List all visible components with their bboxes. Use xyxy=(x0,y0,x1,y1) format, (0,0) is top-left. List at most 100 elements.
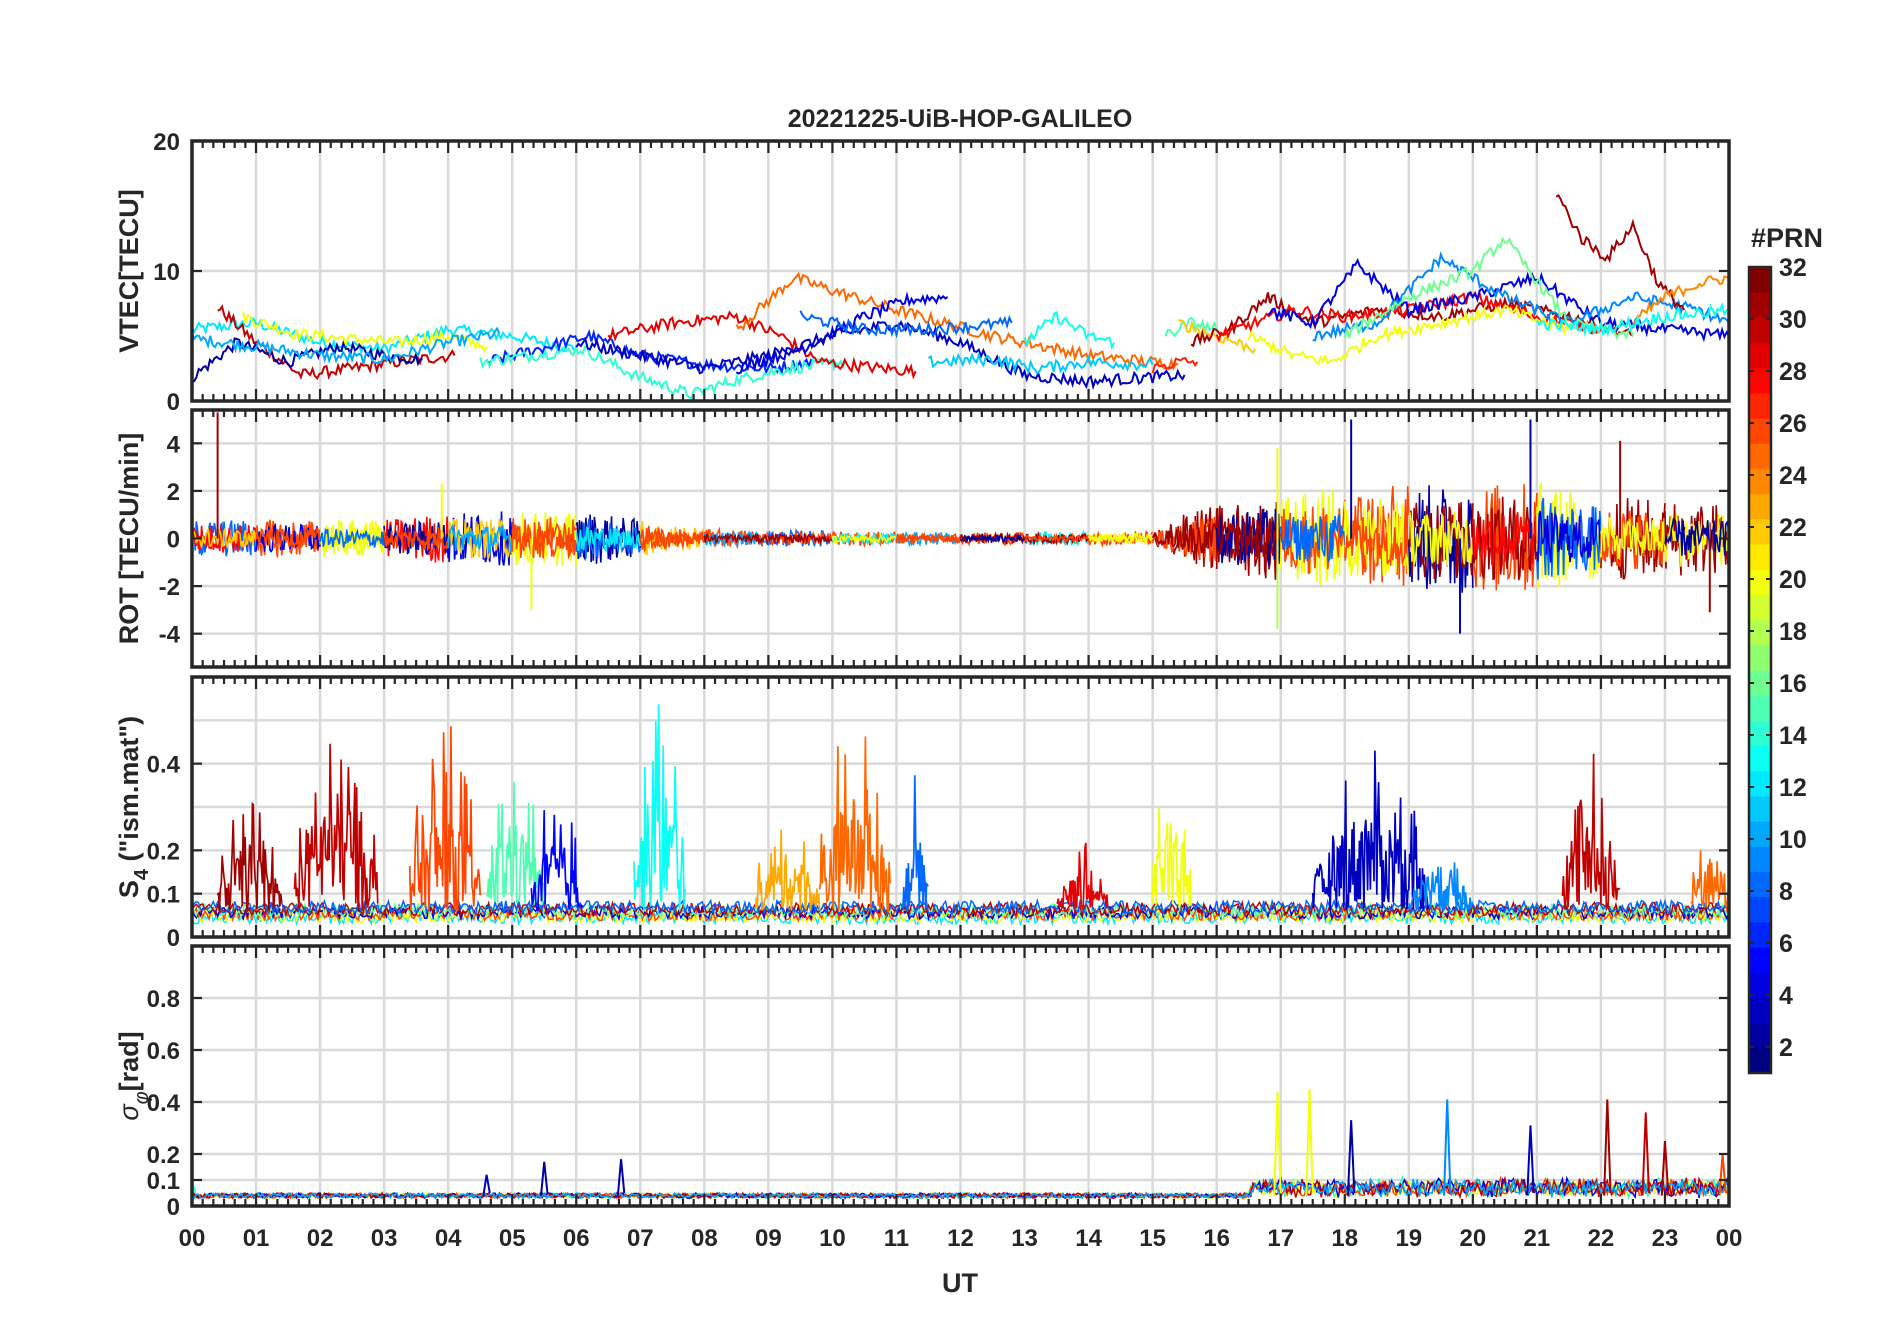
x-tick-label: 09 xyxy=(755,1225,782,1252)
x-tick-label: 01 xyxy=(243,1225,270,1252)
colorbar-segment xyxy=(1749,292,1771,318)
grid xyxy=(192,139,1729,403)
data-traces xyxy=(192,1088,1729,1200)
rot-trace xyxy=(1216,518,1282,558)
s4-burst-prn-25 xyxy=(818,736,891,914)
figure-title: 20221225-UiB-HOP-GALILEO xyxy=(788,105,1133,133)
vtec-series-prn-20 xyxy=(242,311,488,354)
colorbar-segment xyxy=(1749,896,1771,923)
colorbar-segment xyxy=(1749,795,1771,822)
x-tick-label: 23 xyxy=(1652,1225,1679,1252)
data-traces xyxy=(192,412,1729,634)
y-tick-label: 4 xyxy=(167,431,181,458)
y-tick-label: 0.8 xyxy=(147,986,180,1013)
y-tick-label: 0.2 xyxy=(147,1142,180,1169)
rot-trace xyxy=(1024,532,1089,545)
vtec-series-prn-8 xyxy=(799,310,1013,339)
s4-baseline-trace xyxy=(192,906,1729,925)
colorbar-segment xyxy=(1749,997,1771,1024)
vtec-series-prn-25 xyxy=(735,271,1179,371)
sigma-spike xyxy=(1603,1099,1612,1196)
grid xyxy=(192,677,1729,939)
colorbar-segment xyxy=(1749,720,1771,747)
colorbar-segment xyxy=(1749,695,1771,721)
rot-trace xyxy=(831,531,898,548)
x-tick-label: 22 xyxy=(1588,1225,1615,1252)
x-tick-label: 17 xyxy=(1267,1225,1294,1252)
y-axis-label: VTEC[TECU] xyxy=(114,189,144,353)
s4-burst-prn-20 xyxy=(1151,807,1192,909)
sigma-spike xyxy=(192,1179,197,1194)
x-tick-label: 12 xyxy=(947,1225,974,1252)
y-tick-label: 2 xyxy=(167,479,180,506)
rot-trace xyxy=(1344,515,1410,566)
colorbar-segment xyxy=(1749,846,1771,872)
colorbar-segment xyxy=(1749,518,1771,545)
y-tick-label: 0 xyxy=(167,527,180,554)
axes-box: 0 0.1 0.2 0.4 xyxy=(147,675,1731,952)
colorbar-segment xyxy=(1749,644,1771,671)
colorbar-tick-label: 4 xyxy=(1779,982,1793,1010)
rot-trace xyxy=(192,520,257,557)
s4-burst-prn-15 xyxy=(485,781,546,905)
colorbar-segment xyxy=(1749,947,1771,973)
s4-burst-prn-8 xyxy=(902,775,929,911)
sigma-spike xyxy=(482,1174,491,1196)
colorbar-segment xyxy=(1749,821,1771,847)
rot-trace xyxy=(1600,517,1666,559)
sigma-spike xyxy=(1346,1120,1356,1196)
colorbar-segment xyxy=(1749,267,1771,293)
sigma-phi-panel: 00.10.2 0.4 0.6 0.8 σφ[rad] xyxy=(114,944,1731,1221)
x-tick-label: 13 xyxy=(1011,1225,1038,1252)
y-tick-label: 0 xyxy=(167,389,180,416)
vtec-series-prn-24 xyxy=(1632,275,1729,326)
y-tick-label: 0.2 xyxy=(147,838,180,865)
s4-baseline-trace xyxy=(192,903,1729,922)
y-tick-label: 20 xyxy=(153,129,180,156)
rot-trace xyxy=(511,522,577,553)
vtec-series-prn-28 xyxy=(1215,290,1602,343)
x-tick-label: 11 xyxy=(884,1225,909,1252)
rot-trace xyxy=(1408,485,1474,593)
y-tick-label: 0.4 xyxy=(147,1090,181,1117)
colorbar-tick-label: 14 xyxy=(1779,722,1807,750)
s4-burst-prn-29 xyxy=(1056,842,1109,911)
x-axis-label: UT xyxy=(942,1268,978,1298)
sigma-spike xyxy=(1443,1099,1452,1196)
colorbar-tick-label: 6 xyxy=(1779,930,1793,958)
sigma-spike xyxy=(540,1161,549,1196)
colorbar-segment xyxy=(1749,770,1771,797)
rot-trace xyxy=(1408,511,1474,566)
rot-trace xyxy=(831,532,898,545)
colorbar-tick-label: 8 xyxy=(1779,878,1793,906)
colorbar-tick-label: 26 xyxy=(1779,410,1807,438)
rot-trace xyxy=(639,527,706,548)
y-tick-label: 0 xyxy=(167,1194,180,1221)
sigma-spike xyxy=(1273,1091,1282,1196)
x-tick-label: 20 xyxy=(1459,1225,1486,1252)
sigma-spike xyxy=(1305,1088,1314,1196)
colorbar-segment xyxy=(1749,1047,1771,1074)
vtec-series-prn-14 xyxy=(479,343,847,401)
x-tick-label: 00 xyxy=(179,1225,206,1252)
x-tick-label: 03 xyxy=(371,1225,398,1252)
rot-trace xyxy=(1215,501,1282,580)
x-tick-label: 05 xyxy=(499,1225,526,1252)
vtec-series-prn-10 xyxy=(192,326,501,365)
rot-trace xyxy=(1279,514,1346,563)
rot-trace xyxy=(959,532,1025,544)
vtec-series-prn-15 xyxy=(1164,316,1218,338)
colorbar-tick-label: 32 xyxy=(1779,254,1807,282)
s4-burst-prn-31 xyxy=(216,802,283,911)
colorbar-tick-label: 16 xyxy=(1779,670,1807,698)
vtec-series-prn-22 xyxy=(1177,319,1256,355)
s4-burst-prn-26 xyxy=(408,726,482,912)
x-tick-label: 19 xyxy=(1395,1225,1422,1252)
data-traces xyxy=(192,194,1729,401)
colorbar-tick-label: 24 xyxy=(1779,462,1807,490)
vtec-series-prn-27 xyxy=(1151,357,1199,374)
x-tick-label: 21 xyxy=(1524,1225,1551,1252)
y-axis-label: ROT [TECU/min] xyxy=(114,433,144,644)
